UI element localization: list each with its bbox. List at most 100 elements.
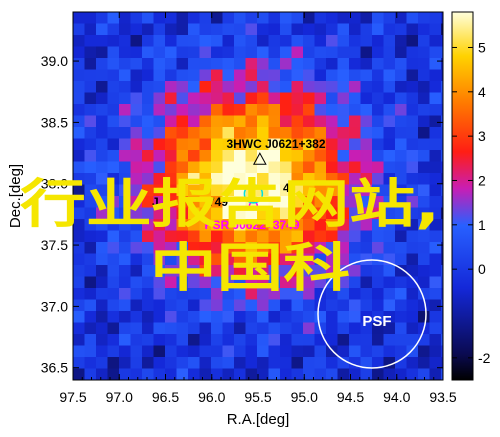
heatmap-cell <box>395 69 408 82</box>
heatmap-cell <box>119 265 132 278</box>
heatmap-cell <box>349 69 362 82</box>
heatmap-cell <box>188 12 201 25</box>
heatmap-cell <box>107 127 120 140</box>
heatmap-cell <box>142 23 155 36</box>
heatmap-cell <box>314 46 327 59</box>
heatmap-cell <box>349 46 362 59</box>
heatmap-cell <box>96 23 109 36</box>
heatmap-cell <box>429 253 442 266</box>
heatmap-cell <box>441 276 443 289</box>
heatmap-cell <box>142 288 155 301</box>
heatmap-cell <box>280 322 293 335</box>
heatmap-cell <box>429 23 442 36</box>
heatmap-cell <box>372 104 385 117</box>
heatmap-cell <box>280 219 293 232</box>
heatmap-cell <box>326 311 339 324</box>
heatmap-cell <box>372 230 385 243</box>
heatmap-cell <box>395 253 408 266</box>
heatmap-cell <box>153 242 166 255</box>
heatmap-cell <box>222 357 235 370</box>
heatmap-cell <box>211 322 224 335</box>
heatmap-cell <box>326 81 339 94</box>
heatmap-cell <box>107 357 120 370</box>
heatmap-cell <box>119 150 132 163</box>
heatmap-cell <box>234 311 247 324</box>
heatmap-cell <box>280 288 293 301</box>
heatmap-cell <box>199 288 212 301</box>
heatmap-cell <box>107 299 120 312</box>
heatmap-cell <box>406 207 419 220</box>
x-tick-label: 97.5 <box>59 389 86 405</box>
heatmap-cell <box>84 368 97 380</box>
source-error-circle <box>243 184 264 204</box>
heatmap-cell <box>257 161 270 174</box>
heatmap-cell <box>165 58 178 71</box>
heatmap-cell <box>441 242 443 255</box>
heatmap-cell <box>234 150 247 163</box>
heatmap-cell <box>211 242 224 255</box>
heatmap-cell <box>107 230 120 243</box>
heatmap-cell <box>142 173 155 186</box>
heatmap-cell <box>326 230 339 243</box>
heatmap-cell <box>130 69 143 82</box>
heatmap-cell <box>291 230 304 243</box>
heatmap-cell <box>372 127 385 140</box>
heatmap-cell <box>406 184 419 197</box>
heatmap-cell <box>107 322 120 335</box>
heatmap-cell <box>406 311 419 324</box>
heatmap-cell <box>245 311 258 324</box>
heatmap-cell <box>406 276 419 289</box>
heatmap-cell <box>165 288 178 301</box>
heatmap-cell <box>337 23 350 36</box>
heatmap-cell <box>337 311 350 324</box>
heatmap-cell <box>188 345 201 358</box>
heatmap-cell <box>337 104 350 117</box>
heatmap-cell <box>211 276 224 289</box>
heatmap-cell <box>280 23 293 36</box>
heatmap-cell <box>73 322 86 335</box>
heatmap-cell <box>349 127 362 140</box>
heatmap-cell <box>337 219 350 232</box>
heatmap-cell <box>165 104 178 117</box>
heatmap-cell <box>73 368 86 380</box>
heatmap-cell <box>176 46 189 59</box>
heatmap-cell <box>222 173 235 186</box>
heatmap-cell <box>429 138 442 151</box>
heatmap-cell <box>326 276 339 289</box>
heatmap-cell <box>176 368 189 380</box>
heatmap-cell <box>96 173 109 186</box>
heatmap-cell <box>222 242 235 255</box>
heatmap-cell <box>73 92 86 105</box>
heatmap-cell <box>222 161 235 174</box>
heatmap-cell <box>176 161 189 174</box>
heatmap-cell <box>107 150 120 163</box>
heatmap-cell <box>303 345 316 358</box>
heatmap-cell <box>245 345 258 358</box>
heatmap-cell <box>418 46 431 59</box>
heatmap-cell <box>429 276 442 289</box>
heatmap-cell <box>291 35 304 48</box>
heatmap-cell <box>73 230 86 243</box>
heatmap-cell <box>268 104 281 117</box>
heatmap-cell <box>257 299 270 312</box>
heatmap-cell <box>153 81 166 94</box>
heatmap-cell <box>383 184 396 197</box>
heatmap-cell <box>245 161 258 174</box>
heatmap-cell <box>96 196 109 209</box>
x-tick-label: 95.5 <box>244 389 271 405</box>
heatmap-cell <box>234 115 247 128</box>
heatmap-cell <box>119 207 132 220</box>
heatmap-cell <box>429 115 442 128</box>
heatmap-cell <box>268 368 281 380</box>
heatmap-cell <box>165 161 178 174</box>
heatmap-cell <box>314 35 327 48</box>
heatmap-cell <box>142 322 155 335</box>
heatmap-cell <box>130 334 143 347</box>
heatmap-cell <box>176 207 189 220</box>
heatmap-cell <box>165 138 178 151</box>
heatmap-cell <box>199 207 212 220</box>
y-tick-label: 38.5 <box>41 114 68 130</box>
heatmap-cell <box>153 161 166 174</box>
heatmap-cell <box>418 69 431 82</box>
heatmap-cell <box>360 35 373 48</box>
